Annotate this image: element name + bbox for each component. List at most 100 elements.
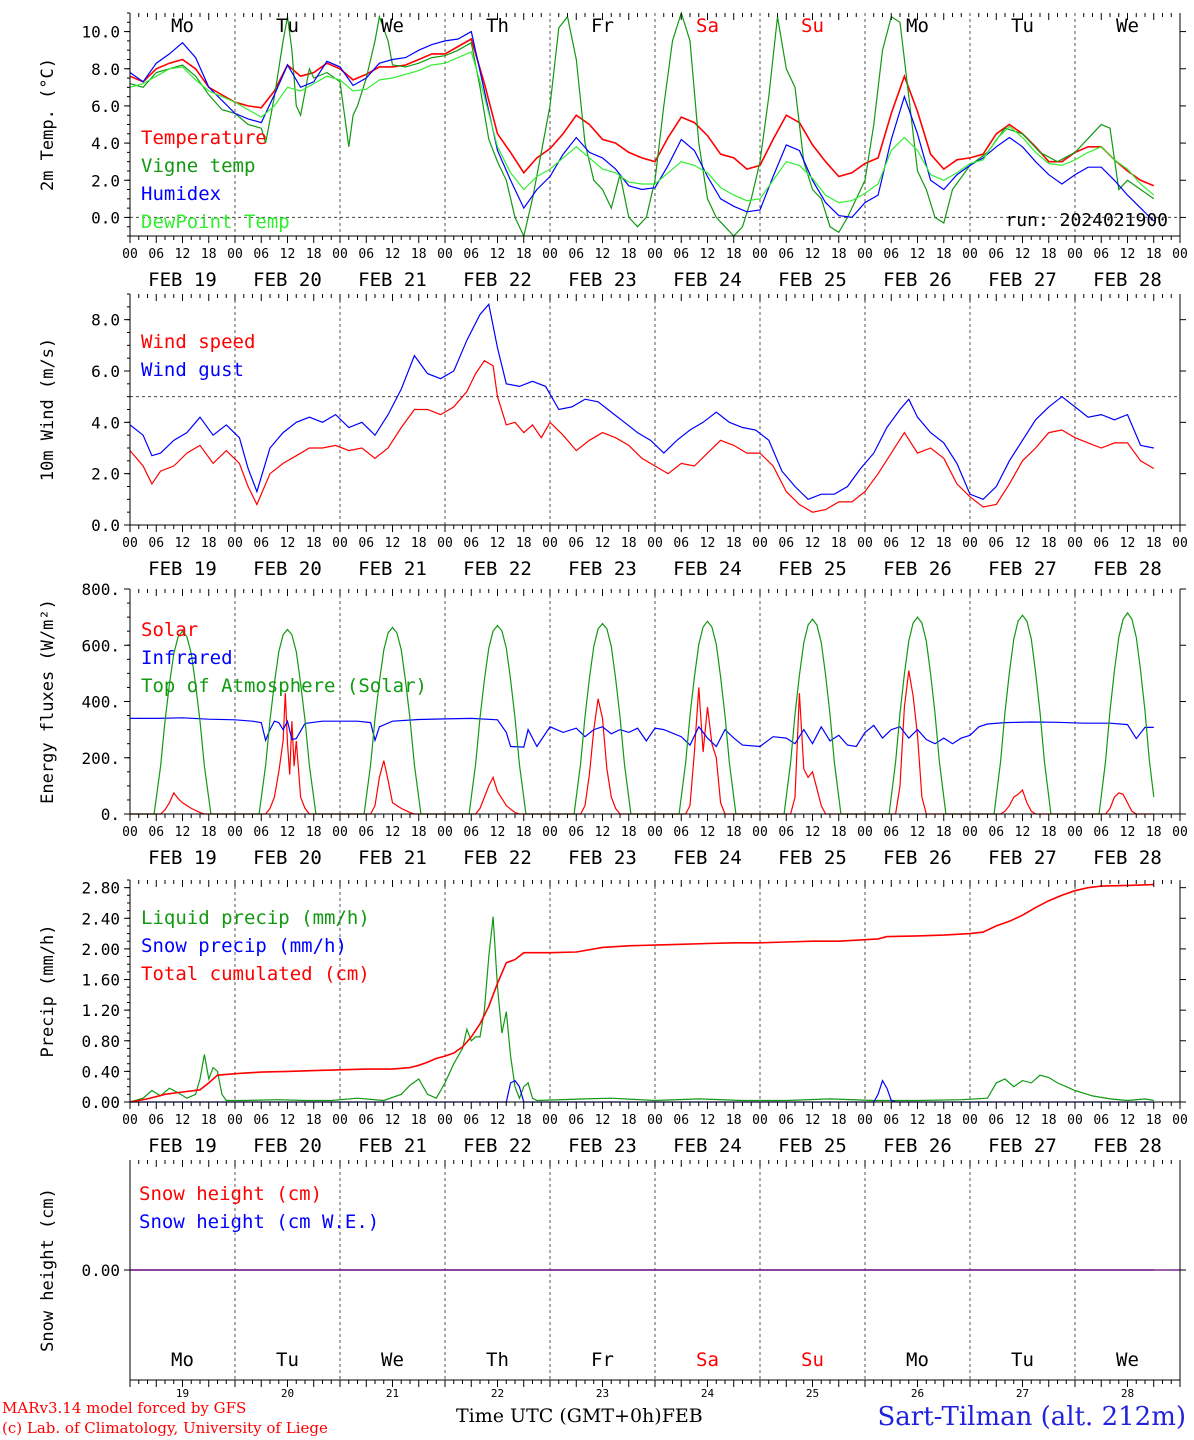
y-axis-label: 2m Temp. (°C) [38, 58, 58, 191]
day-number-label: 21 [386, 1387, 399, 1400]
hour-tick-label: 18 [201, 536, 217, 551]
hour-tick-label: 18 [936, 1113, 952, 1128]
y-axis-label: Precip (mm/h) [38, 924, 58, 1057]
hour-tick-label: 18 [516, 825, 532, 840]
hour-tick-label: 18 [831, 536, 847, 551]
weekday-label: Sa [696, 15, 719, 37]
hour-tick-label: 18 [726, 536, 742, 551]
date-label: FEB 26 [883, 847, 952, 869]
hour-tick-label: 18 [516, 247, 532, 262]
hour-tick-label: 06 [778, 536, 794, 551]
series-line-0-1 [129, 10, 1155, 238]
hour-tick-label: 12 [910, 825, 926, 840]
y-tick-label: 6.0 [91, 362, 120, 381]
hour-tick-label: 18 [516, 536, 532, 551]
hour-tick-label: 00 [857, 536, 873, 551]
hour-tick-label: 00 [752, 1113, 768, 1128]
model-credit: MARv3.14 model forced by GFS [2, 1399, 247, 1417]
hour-tick-label: 12 [490, 825, 506, 840]
hour-tick-label: 12 [595, 247, 611, 262]
date-label: FEB 21 [358, 269, 427, 291]
weekday-label: Tu [1011, 1349, 1034, 1371]
hour-tick-label: 00 [962, 536, 978, 551]
hour-tick-label: 18 [306, 825, 322, 840]
hour-tick-label: 18 [201, 247, 217, 262]
hour-tick-label: 00 [647, 247, 663, 262]
date-label: FEB 20 [253, 1135, 322, 1157]
date-label: FEB 23 [568, 558, 637, 580]
hour-tick-label: 12 [1015, 536, 1031, 551]
day-number-label: 26 [911, 1387, 924, 1400]
hour-tick-label: 06 [883, 247, 899, 262]
hour-tick-label: 00 [332, 825, 348, 840]
run-annotation: run: 2024021900 [1005, 210, 1168, 231]
hour-tick-label: 12 [385, 536, 401, 551]
time-axis-title: Time UTC (GMT+0h)FEB [456, 1405, 703, 1427]
legend-entry: Snow precip (mm/h) [141, 935, 347, 957]
legend-entry: Solar [141, 619, 198, 641]
y-tick-label: 0.00 [81, 1261, 120, 1280]
date-label: FEB 24 [673, 1135, 742, 1157]
hour-tick-label: 00 [1067, 1113, 1083, 1128]
date-label: FEB 19 [148, 269, 217, 291]
hour-tick-label: 06 [148, 536, 164, 551]
series-line-2-0 [130, 670, 1154, 815]
hour-tick-label: 18 [1146, 1113, 1162, 1128]
hour-tick-label: 06 [883, 1113, 899, 1128]
hour-tick-label: 12 [805, 1113, 821, 1128]
hour-tick-label: 00 [122, 825, 138, 840]
legend-entry: Humidex [141, 183, 221, 205]
date-label: FEB 24 [673, 269, 742, 291]
date-label: FEB 21 [358, 847, 427, 869]
hour-tick-label: 18 [936, 247, 952, 262]
y-tick-label: 2.0 [91, 171, 120, 190]
y-tick-label: 0.00 [81, 1093, 120, 1112]
weekday-label: Mo [906, 15, 929, 37]
hour-tick-label: 12 [910, 536, 926, 551]
hour-tick-label: 00 [227, 536, 243, 551]
hour-tick-label: 12 [280, 536, 296, 551]
date-label: FEB 19 [148, 558, 217, 580]
hour-tick-label: 18 [1146, 536, 1162, 551]
weekday-label: We [1116, 1349, 1139, 1371]
hour-tick-label: 18 [306, 536, 322, 551]
hour-tick-label: 12 [385, 247, 401, 262]
day-number-label: 25 [806, 1387, 819, 1400]
date-label: FEB 20 [253, 558, 322, 580]
date-label: FEB 25 [778, 558, 847, 580]
y-tick-label: 2.0 [91, 465, 120, 484]
date-label: FEB 27 [988, 269, 1057, 291]
hour-tick-label: 12 [490, 247, 506, 262]
weekday-label: Tu [276, 1349, 299, 1371]
hour-tick-label: 00 [752, 247, 768, 262]
hour-tick-label: 06 [778, 825, 794, 840]
y-tick-label: 0.0 [91, 208, 120, 227]
hour-tick-label: 18 [621, 1113, 637, 1128]
weekday-label: Mo [906, 1349, 929, 1371]
date-label: FEB 26 [883, 269, 952, 291]
y-tick-label: 1.20 [81, 1001, 120, 1020]
date-label: FEB 22 [463, 1135, 532, 1157]
legend-entry: Temperature [141, 127, 267, 149]
hour-tick-label: 00 [752, 825, 768, 840]
hour-tick-label: 18 [726, 825, 742, 840]
hour-tick-label: 06 [1093, 247, 1109, 262]
hour-tick-label: 12 [805, 247, 821, 262]
hour-tick-label: 00 [647, 825, 663, 840]
y-tick-label: 2.00 [81, 940, 120, 959]
weekday-label: Fr [591, 1349, 614, 1371]
hour-tick-label: 12 [1120, 1113, 1136, 1128]
hour-tick-label: 12 [385, 1113, 401, 1128]
date-label: FEB 27 [988, 847, 1057, 869]
hour-tick-label: 00 [227, 825, 243, 840]
hour-tick-label: 12 [700, 247, 716, 262]
day-number-label: 22 [491, 1387, 504, 1400]
y-tick-label: 0. [101, 805, 120, 824]
day-number-label: 20 [281, 1387, 294, 1400]
weekday-label: Th [486, 15, 509, 37]
hour-tick-label: 00 [437, 1113, 453, 1128]
hour-tick-label: 00 [647, 1113, 663, 1128]
series-line-2-2 [130, 611, 1155, 815]
y-tick-label: 1.60 [81, 971, 120, 990]
